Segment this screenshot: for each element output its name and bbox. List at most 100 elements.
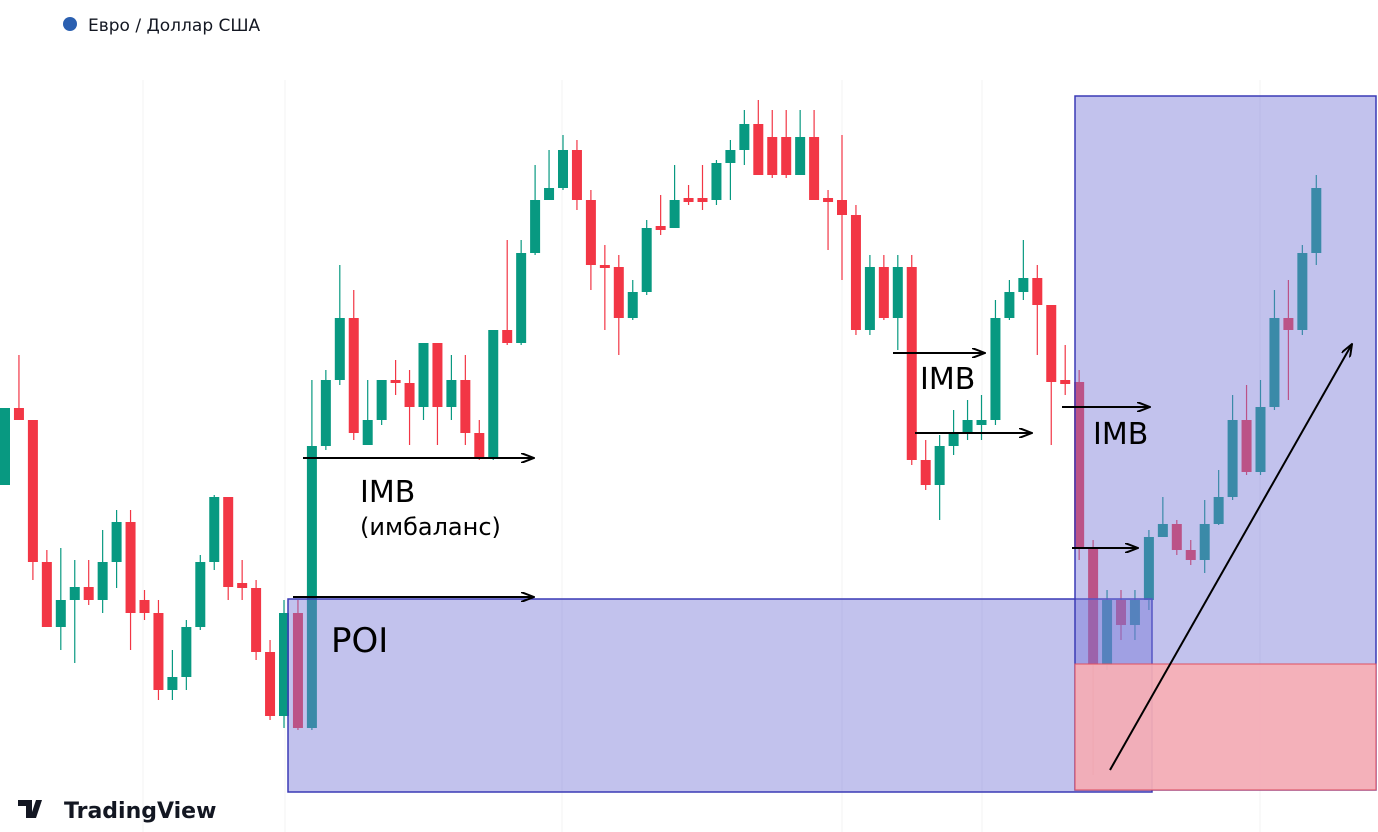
candle-body xyxy=(223,497,234,587)
candle-body xyxy=(1018,278,1029,292)
candle-body xyxy=(669,200,680,228)
candle-body xyxy=(376,380,387,420)
candle-body xyxy=(418,343,429,407)
candle-body xyxy=(725,150,736,163)
candle-body xyxy=(599,265,610,268)
candle-body xyxy=(795,137,806,175)
candle-body xyxy=(83,587,94,600)
candle-body xyxy=(195,562,206,627)
candle-body xyxy=(850,215,861,330)
candle-body xyxy=(306,446,317,728)
candle-body xyxy=(167,677,178,690)
candle-body xyxy=(920,460,931,485)
candle-body xyxy=(1283,318,1294,330)
candle-body xyxy=(1199,524,1210,560)
candle-body xyxy=(348,318,359,433)
candle-body xyxy=(558,150,568,188)
candle-body xyxy=(1032,278,1043,305)
candle-body xyxy=(878,267,889,318)
annotation: IMB xyxy=(1093,417,1148,452)
candle-body xyxy=(934,446,945,485)
annotation: (имбаланс) xyxy=(360,513,501,541)
candle-body xyxy=(474,433,485,458)
candle-body xyxy=(530,200,541,253)
candle-body xyxy=(488,330,499,458)
candle-body xyxy=(976,420,987,425)
candle-body xyxy=(237,583,248,588)
candle-body xyxy=(627,292,638,318)
candle-body xyxy=(809,137,820,200)
candle-body xyxy=(125,522,136,613)
candle-body xyxy=(334,318,345,380)
candle-body xyxy=(767,137,778,175)
annotation: IMB xyxy=(360,475,415,510)
candle-body xyxy=(69,587,80,600)
candle-body xyxy=(585,200,596,265)
candle-body xyxy=(1102,600,1113,665)
candle-body xyxy=(697,198,708,202)
candle-body xyxy=(613,267,624,318)
candle-body xyxy=(990,318,1001,420)
annotation: IMB xyxy=(920,362,975,397)
candle-body xyxy=(753,124,764,175)
candle-body xyxy=(711,163,722,200)
candle-body xyxy=(948,433,959,446)
candle-body xyxy=(153,613,164,690)
discount-zone xyxy=(1074,663,1377,791)
candle-body xyxy=(13,408,24,420)
candle-body xyxy=(823,198,834,202)
candle-body xyxy=(1171,524,1182,550)
candle-body xyxy=(111,522,122,562)
candle-body xyxy=(27,420,38,562)
candle-body xyxy=(251,588,262,652)
candle-body xyxy=(209,497,220,562)
poi-zone xyxy=(287,598,1153,793)
candle-body xyxy=(265,652,276,716)
candle-body xyxy=(864,267,875,330)
candle-body xyxy=(181,627,192,677)
candle-body xyxy=(97,562,108,600)
candle-body xyxy=(1255,407,1266,472)
candle-body xyxy=(1241,420,1252,472)
candle-body xyxy=(544,188,555,200)
candle-body xyxy=(641,228,652,292)
candle-body xyxy=(1157,524,1168,537)
logo-icon xyxy=(18,800,42,818)
candle-body xyxy=(1088,548,1099,665)
candle-body xyxy=(320,380,331,446)
candle-body xyxy=(1004,292,1015,318)
candle-body xyxy=(1074,382,1085,548)
candle-body xyxy=(781,137,792,175)
candle-body xyxy=(1185,550,1196,560)
candle-body xyxy=(906,267,917,460)
candle-body xyxy=(683,198,694,202)
candle-body xyxy=(460,380,471,433)
candle-body xyxy=(739,124,750,150)
candle-body xyxy=(1297,253,1308,330)
candle-body xyxy=(446,380,457,407)
candle-body xyxy=(404,383,415,407)
candle-body xyxy=(1213,497,1224,524)
candle-body xyxy=(390,380,401,383)
symbol-icon xyxy=(63,17,77,31)
annotation: POI xyxy=(331,621,388,661)
candle-body xyxy=(1143,537,1154,600)
candle-body xyxy=(292,613,303,728)
candle-body xyxy=(516,253,527,343)
candle-body xyxy=(1046,305,1057,382)
candle-body xyxy=(55,600,66,627)
candle-body xyxy=(837,200,847,215)
candle-body xyxy=(502,330,513,343)
candle-body xyxy=(571,150,582,200)
candle-body xyxy=(41,562,52,627)
candle-body xyxy=(962,420,973,433)
candle-body xyxy=(0,408,10,485)
candle-body xyxy=(362,420,373,445)
candle-body xyxy=(432,343,443,407)
candle-body xyxy=(1227,420,1238,497)
candle-body xyxy=(892,267,903,318)
arrows xyxy=(293,344,1352,771)
candle-body xyxy=(1269,318,1280,407)
chart-title: Евро / Доллар США xyxy=(88,16,261,36)
